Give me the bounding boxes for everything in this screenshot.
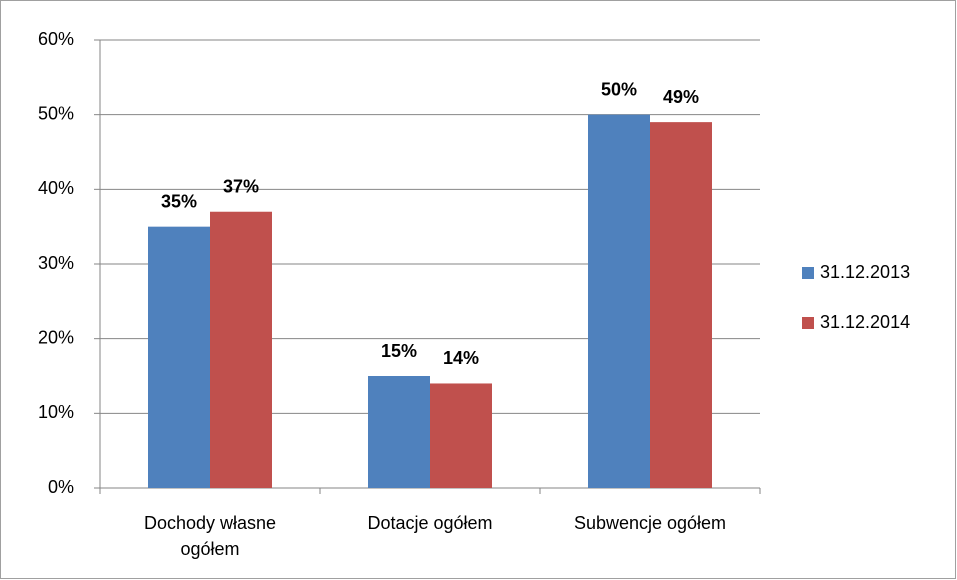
bar <box>210 211 272 488</box>
y-tick-label: 30% <box>38 253 74 273</box>
bar <box>430 383 492 488</box>
legend-label: 31.12.2014 <box>820 312 910 332</box>
bar <box>650 122 712 488</box>
data-label: 14% <box>443 348 479 368</box>
x-tick-label: Dochody własne ogółem <box>143 513 277 559</box>
data-label: 15% <box>381 341 417 361</box>
data-label: 35% <box>161 191 197 211</box>
legend-label: 31.12.2013 <box>820 262 910 282</box>
y-tick-label: 50% <box>38 103 74 123</box>
data-label: 37% <box>223 176 259 196</box>
y-tick-label: 10% <box>38 402 74 422</box>
y-tick-label: 40% <box>38 178 74 198</box>
data-label: 50% <box>601 79 637 99</box>
y-tick-label: 60% <box>38 29 74 49</box>
x-tick-label: Subwencje ogółem <box>573 513 727 533</box>
bar <box>368 376 430 488</box>
bar <box>148 226 210 488</box>
legend-swatch <box>802 317 814 329</box>
x-tick-label: Dotacje ogółem <box>367 513 493 533</box>
bar <box>588 114 650 489</box>
data-label: 49% <box>663 87 699 107</box>
legend-swatch <box>802 267 814 279</box>
y-tick-label: 0% <box>48 477 74 497</box>
y-tick-label: 20% <box>38 327 74 347</box>
